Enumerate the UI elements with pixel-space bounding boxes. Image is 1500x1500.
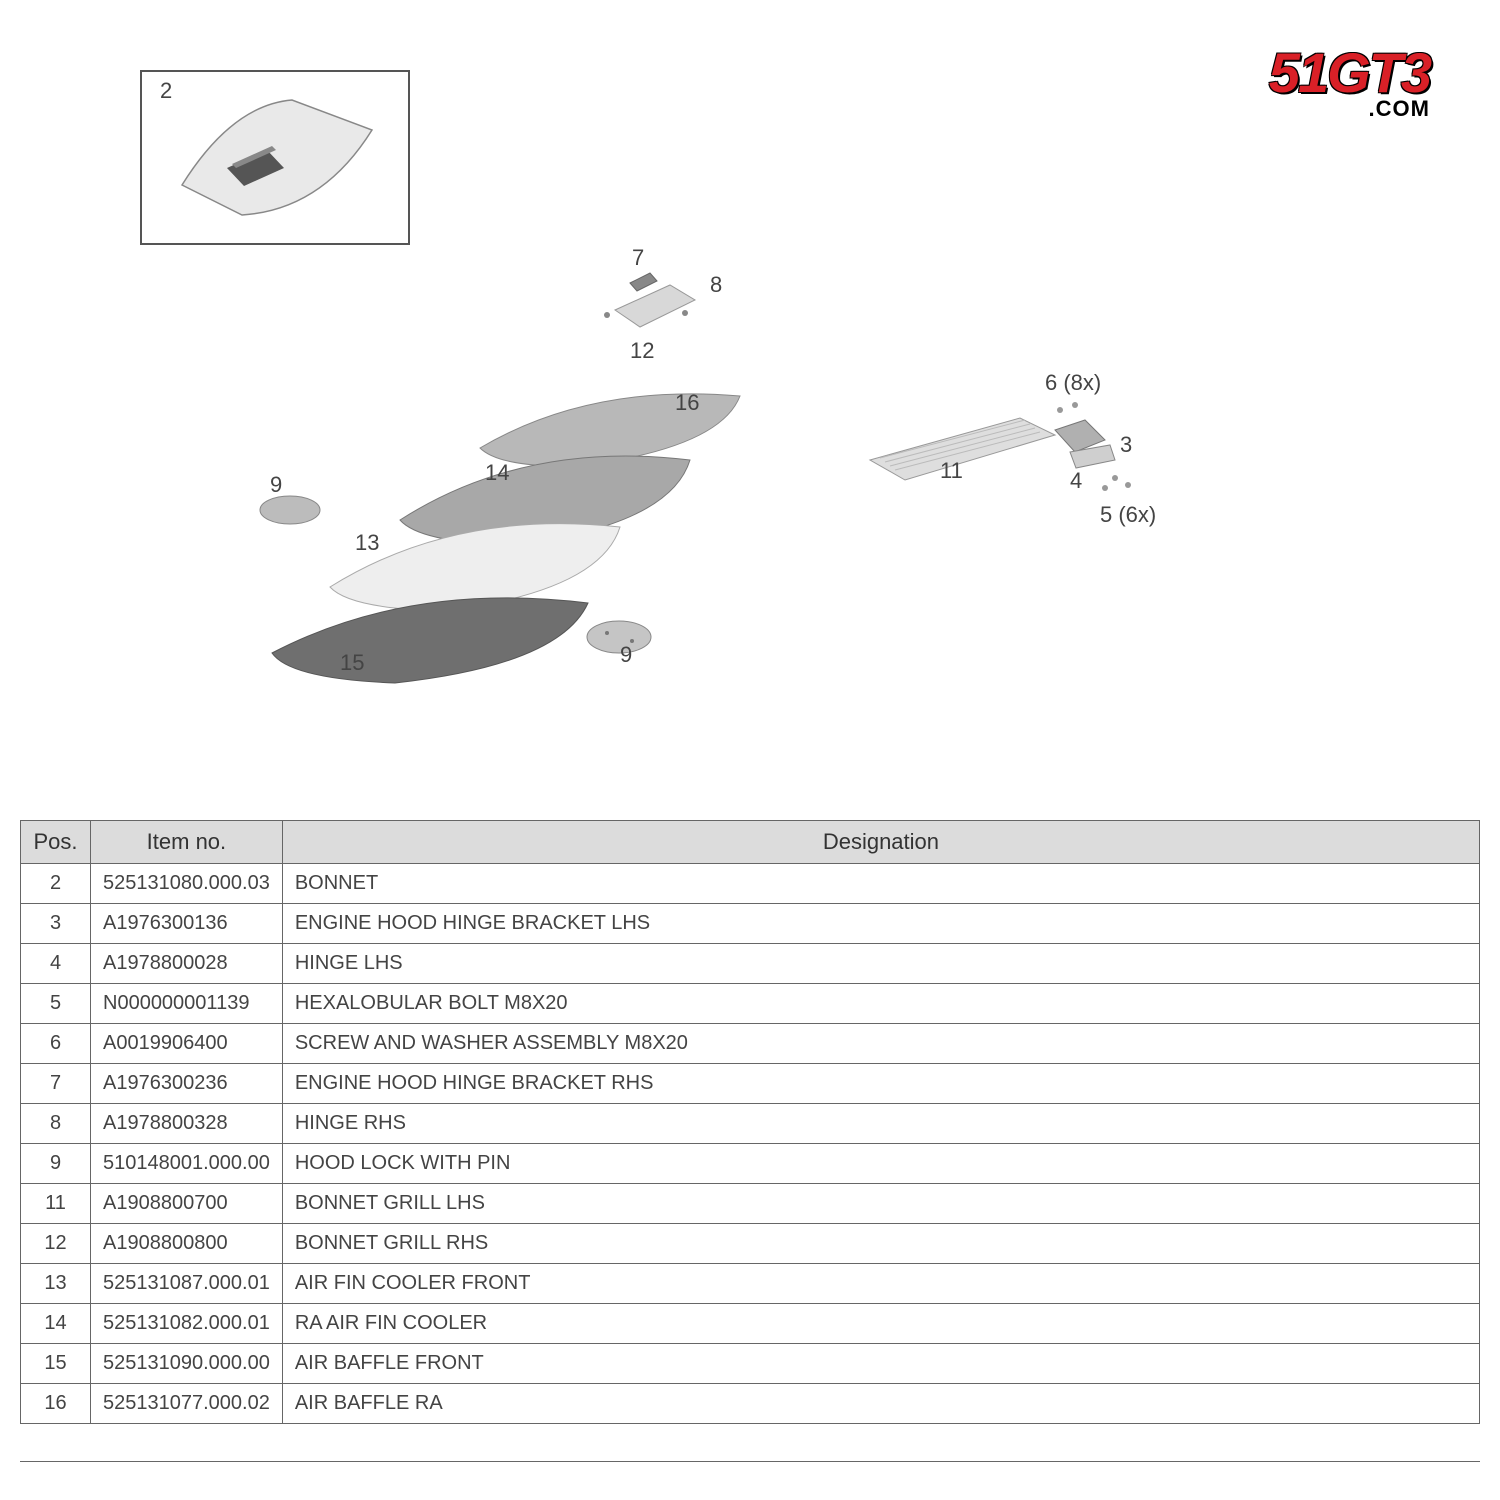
table-row: 9510148001.000.00HOOD LOCK WITH PIN [21, 1144, 1480, 1184]
cell-item: A1976300136 [91, 904, 283, 944]
callout-3: 3 [1120, 432, 1132, 458]
cell-desig: HEXALOBULAR BOLT M8X20 [282, 984, 1479, 1024]
table-row: 2525131080.000.03BONNET [21, 864, 1480, 904]
cell-item: 525131082.000.01 [91, 1304, 283, 1344]
callout-56: 5 (6x) [1100, 502, 1156, 528]
cell-item: A1976300236 [91, 1064, 283, 1104]
callout-14: 14 [485, 460, 509, 486]
bonnet-icon [172, 90, 382, 225]
brand-logo: 51GT3 .COM [1269, 48, 1430, 122]
cell-item: A0019906400 [91, 1024, 283, 1064]
cell-desig: AIR FIN COOLER FRONT [282, 1264, 1479, 1304]
cell-item: N000000001139 [91, 984, 283, 1024]
grill-hinge-cluster-icon [860, 390, 1150, 520]
exploded-diagram: 2 7 8 12 16 14 9 13 15 9 11 3 4 6 (8x) 5 (6x) [140, 70, 1260, 730]
table-row: 6A0019906400SCREW AND WASHER ASSEMBLY M8… [21, 1024, 1480, 1064]
cell-item: A1908800700 [91, 1184, 283, 1224]
callout-15: 15 [340, 650, 364, 676]
callout-9: 9 [270, 472, 282, 498]
cell-pos: 12 [21, 1224, 91, 1264]
part-2-frame [140, 70, 410, 245]
cell-item: A1978800028 [91, 944, 283, 984]
cell-pos: 5 [21, 984, 91, 1024]
cell-desig: ENGINE HOOD HINGE BRACKET LHS [282, 904, 1479, 944]
cell-desig: HOOD LOCK WITH PIN [282, 1144, 1479, 1184]
cell-item: 510148001.000.00 [91, 1144, 283, 1184]
table-row: 4A1978800028HINGE LHS [21, 944, 1480, 984]
cell-pos: 11 [21, 1184, 91, 1224]
table-row: 14525131082.000.01RA AIR FIN COOLER [21, 1304, 1480, 1344]
cell-pos: 15 [21, 1344, 91, 1384]
callout-2: 2 [160, 78, 172, 104]
callout-7: 7 [632, 245, 644, 271]
callout-9: 9 [620, 642, 632, 668]
table-row: 5N000000001139HEXALOBULAR BOLT M8X20 [21, 984, 1480, 1024]
cell-desig: BONNET [282, 864, 1479, 904]
air-baffle-front-icon [260, 575, 600, 690]
cell-desig: HINGE LHS [282, 944, 1479, 984]
callout-68: 6 (8x) [1045, 370, 1101, 396]
col-desig: Designation [282, 821, 1479, 864]
cell-pos: 13 [21, 1264, 91, 1304]
cell-item: 525131090.000.00 [91, 1344, 283, 1384]
table-row: 12A1908800800BONNET GRILL RHS [21, 1224, 1480, 1264]
cell-desig: AIR BAFFLE FRONT [282, 1344, 1479, 1384]
callout-4: 4 [1070, 468, 1082, 494]
parts-table: Pos. Item no. Designation 2525131080.000… [20, 820, 1480, 1424]
table-row: 8A1978800328HINGE RHS [21, 1104, 1480, 1144]
cell-pos: 6 [21, 1024, 91, 1064]
table-header-row: Pos. Item no. Designation [21, 821, 1480, 864]
table-row: 15525131090.000.00AIR BAFFLE FRONT [21, 1344, 1480, 1384]
table-row: 7A1976300236ENGINE HOOD HINGE BRACKET RH… [21, 1064, 1480, 1104]
cell-item: 525131087.000.01 [91, 1264, 283, 1304]
logo-main: 51GT3 [1269, 48, 1430, 98]
cell-desig: BONNET GRILL RHS [282, 1224, 1479, 1264]
cell-desig: HINGE RHS [282, 1104, 1479, 1144]
table-row: 3A1976300136ENGINE HOOD HINGE BRACKET LH… [21, 904, 1480, 944]
table-bottom-rule [20, 1461, 1480, 1462]
callout-12: 12 [630, 338, 654, 364]
col-pos: Pos. [21, 821, 91, 864]
cell-item: A1908800800 [91, 1224, 283, 1264]
cell-desig: BONNET GRILL LHS [282, 1184, 1479, 1224]
callout-16: 16 [675, 390, 699, 416]
cell-pos: 2 [21, 864, 91, 904]
table-row: 11A1908800700BONNET GRILL LHS [21, 1184, 1480, 1224]
cell-item: 525131080.000.03 [91, 864, 283, 904]
cell-pos: 14 [21, 1304, 91, 1344]
cell-desig: RA AIR FIN COOLER [282, 1304, 1479, 1344]
cell-pos: 16 [21, 1384, 91, 1424]
cell-pos: 8 [21, 1104, 91, 1144]
callout-13: 13 [355, 530, 379, 556]
hood-lock-left-icon [255, 490, 325, 530]
cell-pos: 9 [21, 1144, 91, 1184]
hinge-rhs-icon [595, 265, 710, 340]
cell-desig: ENGINE HOOD HINGE BRACKET RHS [282, 1064, 1479, 1104]
cell-item: 525131077.000.02 [91, 1384, 283, 1424]
callout-8: 8 [710, 272, 722, 298]
table-row: 16525131077.000.02AIR BAFFLE RA [21, 1384, 1480, 1424]
cell-item: A1978800328 [91, 1104, 283, 1144]
cell-pos: 4 [21, 944, 91, 984]
callout-11: 11 [940, 458, 963, 484]
cell-pos: 3 [21, 904, 91, 944]
cell-desig: AIR BAFFLE RA [282, 1384, 1479, 1424]
col-item: Item no. [91, 821, 283, 864]
cell-pos: 7 [21, 1064, 91, 1104]
cell-desig: SCREW AND WASHER ASSEMBLY M8X20 [282, 1024, 1479, 1064]
table-row: 13525131087.000.01AIR FIN COOLER FRONT [21, 1264, 1480, 1304]
